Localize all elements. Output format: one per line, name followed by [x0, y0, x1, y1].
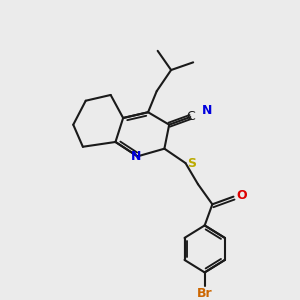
Text: Br: Br: [197, 287, 212, 300]
Text: S: S: [188, 157, 196, 169]
Text: N: N: [130, 150, 141, 163]
Text: N: N: [201, 104, 212, 117]
Text: C: C: [186, 110, 195, 123]
Text: O: O: [236, 189, 247, 202]
